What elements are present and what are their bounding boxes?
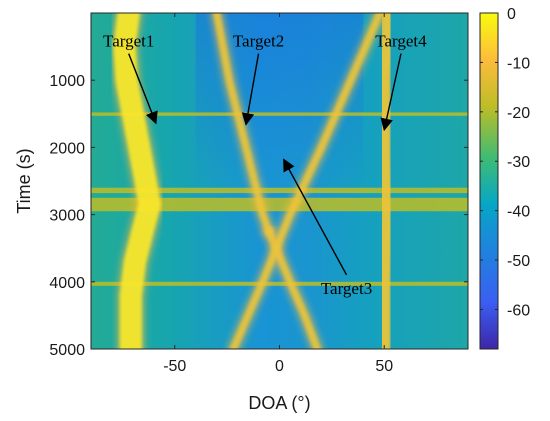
colorbar-ticks: 0 -10 -20 -30 -40 -50 -60 bbox=[480, 6, 530, 319]
y-axis-ticks: 1000 2000 3000 4000 5000 bbox=[49, 73, 468, 359]
colorbar: 0 -10 -20 -30 -40 -50 -60 bbox=[479, 6, 530, 350]
colorbar-tick-label: -30 bbox=[507, 154, 530, 171]
target-label: Target3 bbox=[321, 279, 372, 298]
target-arrow bbox=[241, 53, 260, 126]
colorbar-tick-label: 0 bbox=[507, 6, 516, 23]
x-axis-ticks: -50 0 50 bbox=[163, 13, 393, 375]
target-annotations: Target1 Target2 Target3 Target4 bbox=[103, 32, 427, 298]
x-tick-label: -50 bbox=[163, 358, 186, 375]
target-track bbox=[113, 13, 161, 349]
colorbar-tick-label: -60 bbox=[507, 302, 530, 319]
target-track bbox=[213, 13, 273, 235]
target-track bbox=[378, 13, 395, 349]
y-tick-label: 5000 bbox=[49, 342, 85, 359]
colorbar-tick-label: -50 bbox=[507, 253, 530, 270]
x-tick-label: 50 bbox=[375, 358, 393, 375]
target-tracks bbox=[110, 13, 398, 349]
interference-band bbox=[91, 187, 468, 194]
target-arrow bbox=[380, 53, 402, 132]
interference-band bbox=[91, 281, 468, 286]
colorbar-gradient bbox=[479, 12, 499, 350]
y-tick-label: 1000 bbox=[49, 73, 85, 90]
target-label: Target2 bbox=[233, 32, 284, 51]
plot-area: -50 0 50 1000 2000 3000 4000 5000 bbox=[49, 12, 469, 375]
colorbar-tick-label: -20 bbox=[507, 105, 530, 122]
y-axis-label: Time (s) bbox=[14, 148, 34, 213]
colorbar-tick-label: -40 bbox=[507, 204, 530, 221]
x-tick-label: 0 bbox=[275, 358, 284, 375]
y-tick-label: 2000 bbox=[49, 140, 85, 157]
interference-band bbox=[91, 112, 468, 116]
target-track bbox=[229, 13, 384, 349]
target-arrow bbox=[128, 53, 158, 125]
target-label: Target4 bbox=[375, 32, 427, 51]
y-tick-label: 4000 bbox=[49, 275, 85, 292]
target-arrow bbox=[283, 158, 348, 276]
interference-band bbox=[91, 197, 468, 212]
target-label: Target1 bbox=[103, 32, 154, 51]
x-axis-label: DOA (°) bbox=[248, 393, 310, 413]
y-tick-label: 3000 bbox=[49, 208, 85, 225]
colorbar-tick-label: -10 bbox=[507, 55, 530, 72]
interference-bands bbox=[91, 112, 468, 286]
